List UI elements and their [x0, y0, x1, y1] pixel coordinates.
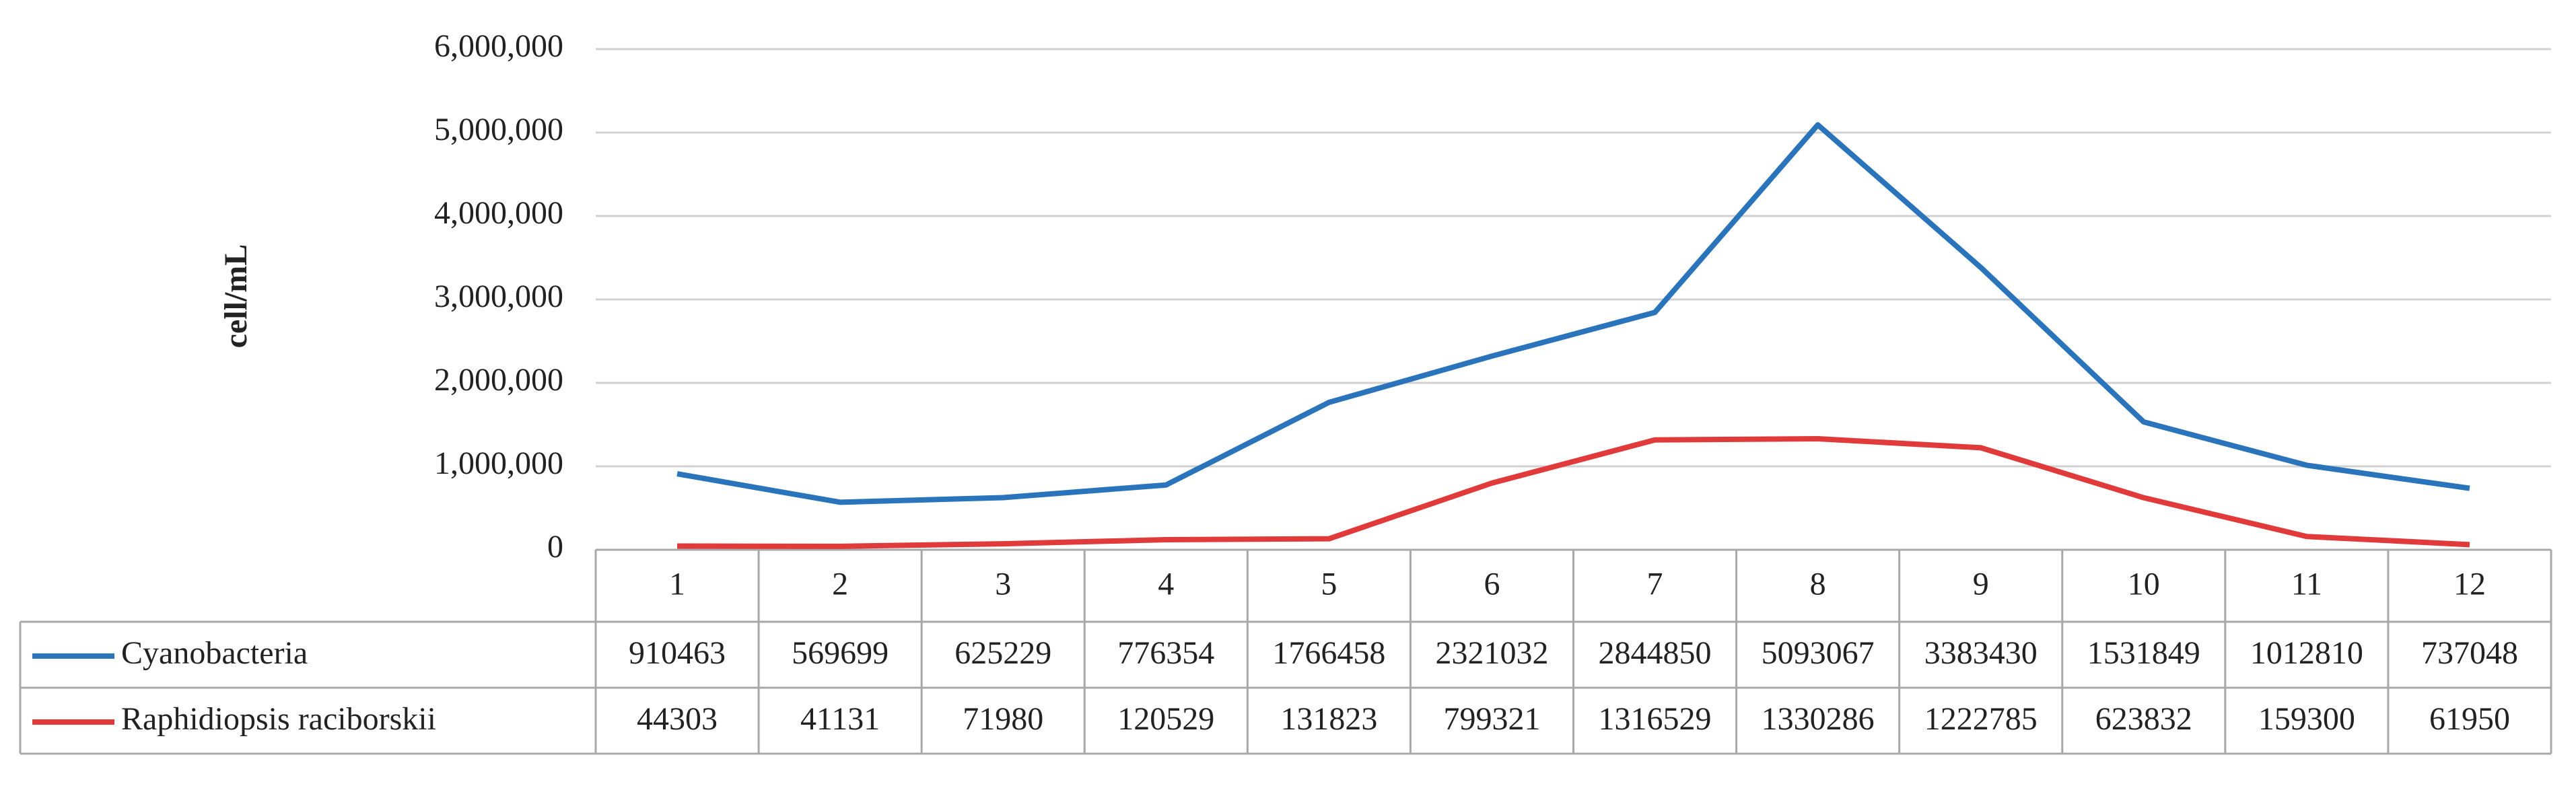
x-tick-label: 8: [1810, 567, 1826, 602]
table-value: 910463: [629, 635, 726, 671]
x-tick-label: 7: [1647, 567, 1663, 602]
table-value: 159300: [2258, 701, 2355, 737]
table-value: 623832: [2095, 701, 2192, 737]
line-series: [676, 122, 2470, 505]
x-tick-label: 4: [1158, 567, 1174, 602]
x-tick-label: 11: [2291, 567, 2322, 602]
y-tick-label: 6,000,000: [434, 28, 563, 64]
x-tick-label: 3: [995, 567, 1011, 602]
table-value: 120529: [1117, 701, 1214, 737]
table-value: 2844850: [1599, 635, 1712, 671]
x-tick-label: 6: [1484, 567, 1500, 602]
table-value: 5093067: [1762, 635, 1875, 671]
y-tick-label: 3,000,000: [434, 279, 563, 314]
table-value: 3383430: [1924, 635, 2038, 671]
table-value: 61950: [2429, 701, 2510, 737]
x-tick-label: 10: [2128, 567, 2160, 602]
line-series: [677, 436, 2470, 549]
table-value: 569699: [792, 635, 889, 671]
legend-label: Cyanobacteria: [121, 635, 308, 671]
x-tick-label: 5: [1321, 567, 1337, 602]
y-tick-label: 4,000,000: [434, 195, 563, 231]
table-value: 1012810: [2250, 635, 2363, 671]
table-value: 44303: [637, 701, 718, 737]
y-axis-title: cell/mL: [218, 244, 254, 349]
table-value: 737048: [2421, 635, 2518, 671]
table-value: 776354: [1117, 635, 1214, 671]
table-value: 2321032: [1435, 635, 1548, 671]
table-value: 1330286: [1762, 701, 1875, 737]
x-tick-label: 2: [832, 567, 848, 602]
table-value: 1222785: [1924, 701, 2038, 737]
table-value: 799321: [1443, 701, 1540, 737]
table-value: 1531849: [2087, 635, 2200, 671]
table-value: 71980: [963, 701, 1043, 737]
y-tick-label: 1,000,000: [434, 445, 563, 481]
table-value: 41131: [800, 701, 880, 737]
y-tick-label: 0: [547, 529, 563, 565]
table-value: 1766458: [1272, 635, 1385, 671]
table-value: 625229: [954, 635, 1051, 671]
table-value: 131823: [1280, 701, 1377, 737]
y-tick-label: 2,000,000: [434, 362, 563, 398]
table-value: 1316529: [1599, 701, 1712, 737]
x-tick-label: 12: [2453, 567, 2486, 602]
x-tick-label: 9: [1973, 567, 1989, 602]
x-tick-label: 1: [669, 567, 685, 602]
y-tick-label: 5,000,000: [434, 112, 563, 147]
legend-label: Raphidiopsis raciborskii: [121, 701, 436, 737]
